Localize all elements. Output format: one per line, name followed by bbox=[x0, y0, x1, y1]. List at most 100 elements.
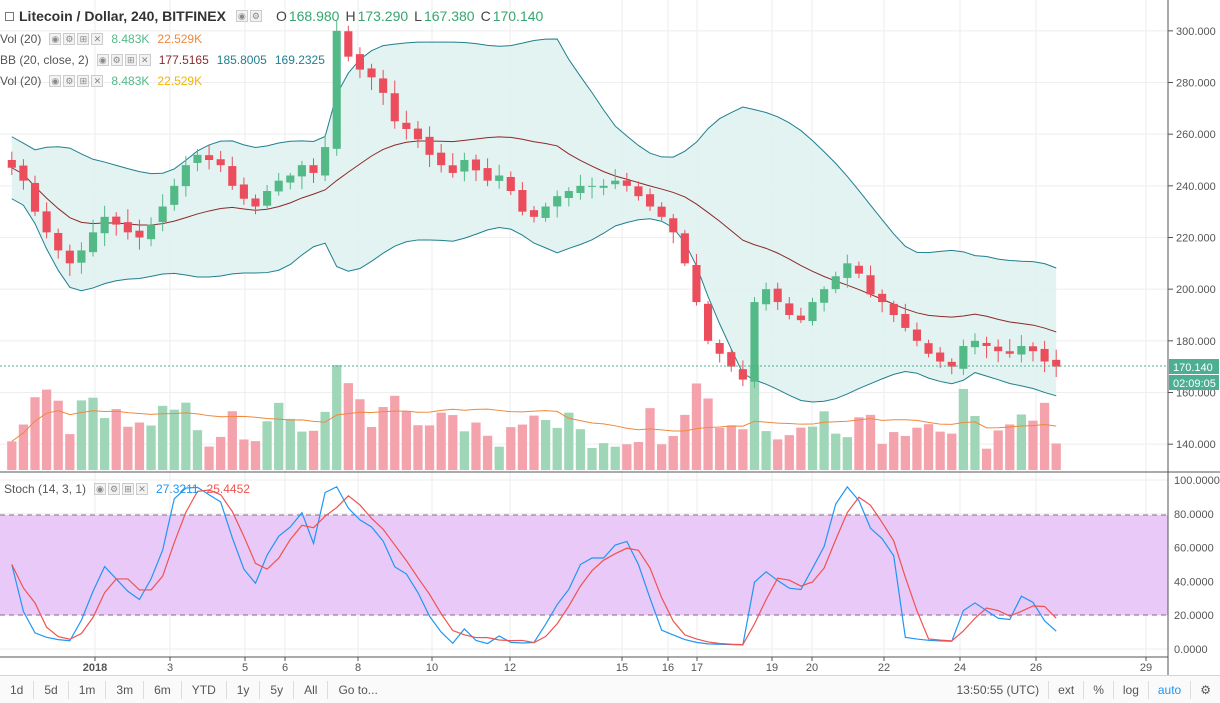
stoch-axis[interactable]: 100.0000 80.0000 60.0000 40.0000 20.0000 0.00… bbox=[1174, 475, 1220, 656]
candle-body bbox=[321, 147, 330, 176]
volume-bar bbox=[216, 436, 226, 470]
auto-toggle[interactable]: auto bbox=[1147, 680, 1190, 699]
time-axis-label: 15 bbox=[616, 662, 628, 674]
candle-body bbox=[878, 293, 887, 303]
candle-body bbox=[216, 159, 225, 166]
candle-body bbox=[379, 78, 388, 93]
time-axis[interactable]: 2018 3 5 6 8 10 12 15 16 17 19 20 22 24 26 29 bbox=[83, 657, 1152, 674]
time-axis-label: 5 bbox=[242, 662, 248, 674]
stoch-k-value: 27.3211 bbox=[156, 482, 199, 496]
bb-lower-value: 169.2325 bbox=[274, 53, 325, 67]
timeframe-5y[interactable]: 5y bbox=[260, 680, 295, 699]
stoch-label[interactable]: Stoch (14, 3, 1) bbox=[4, 482, 87, 496]
goto-button[interactable]: Go to... bbox=[338, 682, 378, 697]
candle-body bbox=[228, 166, 237, 186]
more-icon[interactable]: ⊞ bbox=[77, 75, 90, 87]
candle-body bbox=[750, 302, 759, 382]
price-axis-label: 180.000 bbox=[1176, 336, 1216, 348]
timeframe-all[interactable]: All bbox=[294, 680, 329, 699]
gear-icon[interactable]: ⚙ bbox=[1190, 680, 1220, 699]
close-icon[interactable]: ✕ bbox=[136, 483, 149, 495]
eye-icon[interactable]: ◉ bbox=[94, 483, 107, 495]
chart-canvas[interactable]: 300.000280.000260.000240.000220.000200.0… bbox=[0, 0, 1220, 675]
volume2-ma-value: 22.529K bbox=[157, 74, 203, 88]
timeframe-1m[interactable]: 1m bbox=[69, 680, 107, 699]
timeframe-6m[interactable]: 6m bbox=[144, 680, 182, 699]
timeframe-3m[interactable]: 3m bbox=[106, 680, 145, 699]
volume-bar bbox=[320, 411, 330, 470]
candle-body bbox=[297, 165, 306, 177]
candle-body bbox=[402, 122, 411, 129]
candle-body bbox=[1040, 348, 1049, 362]
candle-body bbox=[344, 31, 353, 57]
volume-bar bbox=[1028, 420, 1038, 470]
candle-body bbox=[355, 54, 364, 70]
price-axis-label: 160.000 bbox=[1176, 388, 1216, 400]
timeframe-1y[interactable]: 1y bbox=[227, 680, 261, 699]
price-axis-label: 300.000 bbox=[1176, 26, 1216, 38]
candle-body bbox=[193, 154, 202, 163]
candle-body bbox=[529, 210, 539, 217]
candle-body bbox=[611, 180, 620, 185]
stoch-lines bbox=[11, 485, 1057, 646]
timeframe-1d[interactable]: 1d bbox=[0, 680, 35, 699]
volume2-label[interactable]: Vol (20) bbox=[0, 74, 42, 88]
more-icon[interactable]: ⊞ bbox=[124, 54, 137, 66]
candle-body bbox=[390, 93, 399, 122]
collapse-icon[interactable] bbox=[5, 11, 14, 21]
close-icon[interactable]: ✕ bbox=[138, 54, 151, 66]
volume-bar bbox=[865, 414, 876, 470]
time-axis-label: 24 bbox=[954, 662, 966, 674]
candle-body bbox=[831, 276, 840, 290]
candle-body bbox=[460, 160, 469, 172]
volume-bar bbox=[41, 389, 52, 470]
candle-body bbox=[901, 314, 910, 328]
candle-body bbox=[483, 168, 492, 181]
close-icon[interactable]: ✕ bbox=[91, 75, 104, 87]
close-icon[interactable]: ✕ bbox=[91, 33, 104, 45]
volume-bar bbox=[610, 446, 620, 470]
volume-bar bbox=[308, 430, 319, 470]
close-label: C bbox=[480, 8, 491, 24]
settings-icon[interactable]: ⚙ bbox=[249, 10, 262, 22]
settings-icon[interactable]: ⚙ bbox=[108, 483, 121, 495]
volume-bar bbox=[842, 437, 852, 470]
eye-icon[interactable]: ◉ bbox=[49, 75, 62, 87]
candle-body bbox=[820, 289, 829, 303]
settings-icon[interactable]: ⚙ bbox=[110, 54, 123, 66]
time-axis-label: 20 bbox=[806, 662, 818, 674]
candle-body bbox=[564, 191, 573, 199]
more-icon[interactable]: ⊞ bbox=[77, 33, 90, 45]
candle-body bbox=[669, 218, 678, 233]
candle-body bbox=[135, 230, 144, 238]
bb-label[interactable]: BB (20, close, 2) bbox=[0, 53, 89, 67]
ext-toggle[interactable]: ext bbox=[1048, 680, 1083, 699]
timeframe-ytd[interactable]: YTD bbox=[182, 680, 227, 699]
settings-icon[interactable]: ⚙ bbox=[63, 33, 76, 45]
log-toggle[interactable]: log bbox=[1112, 680, 1148, 699]
settings-icon[interactable]: ⚙ bbox=[63, 75, 76, 87]
volume-bar bbox=[192, 430, 203, 470]
symbol-title[interactable]: Litecoin / Dollar, 240, BITFINEX bbox=[19, 8, 226, 24]
price-axis[interactable]: 300.000 280.000 260.000 240.000 220.000 200.0… bbox=[1168, 26, 1216, 451]
candle-body bbox=[762, 289, 771, 305]
volume-bar bbox=[668, 436, 678, 470]
volume-ma bbox=[11, 408, 1057, 442]
volume-bar bbox=[587, 447, 597, 470]
countdown-value: 02:09:05 bbox=[1173, 378, 1216, 390]
eye-icon[interactable]: ◉ bbox=[235, 10, 248, 22]
volume-bar bbox=[123, 426, 133, 470]
bb-upper-value: 185.8005 bbox=[216, 53, 267, 67]
more-icon[interactable]: ⊞ bbox=[122, 483, 135, 495]
timeframe-5d[interactable]: 5d bbox=[34, 680, 69, 699]
stoch-d-line bbox=[11, 489, 1057, 646]
volume-bar bbox=[53, 400, 63, 470]
volume-bar bbox=[250, 441, 261, 470]
utc-clock[interactable]: 13:50:55 (UTC) bbox=[956, 682, 1040, 697]
eye-icon[interactable]: ◉ bbox=[49, 33, 62, 45]
volume-label[interactable]: Vol (20) bbox=[0, 32, 42, 46]
volume-bar bbox=[76, 400, 87, 470]
percent-toggle[interactable]: % bbox=[1083, 680, 1113, 699]
eye-icon[interactable]: ◉ bbox=[96, 54, 109, 66]
candle-body bbox=[912, 329, 922, 341]
